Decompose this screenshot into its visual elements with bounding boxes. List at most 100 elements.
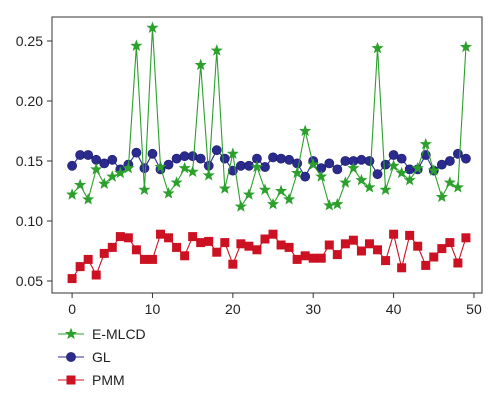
data-point <box>194 58 207 71</box>
data-point <box>275 184 288 197</box>
data-point <box>66 188 79 200</box>
data-point <box>186 165 199 177</box>
data-point <box>202 169 215 181</box>
data-point <box>67 274 77 284</box>
data-point <box>107 154 118 165</box>
data-point <box>332 250 342 260</box>
data-point <box>131 245 141 255</box>
y-tick-label: 0.25 <box>16 33 43 49</box>
data-point <box>130 39 143 51</box>
data-point <box>250 160 263 173</box>
data-point <box>445 238 455 248</box>
data-point <box>300 171 311 182</box>
data-point <box>260 162 270 172</box>
data-point <box>348 235 358 245</box>
data-point <box>236 239 246 249</box>
data-point <box>356 154 367 165</box>
data-point <box>139 254 149 264</box>
data-point <box>315 170 328 182</box>
data-point <box>397 263 407 273</box>
data-point <box>436 159 447 170</box>
data-point <box>292 158 303 169</box>
data-point <box>170 176 183 188</box>
data-point <box>180 251 190 261</box>
data-point <box>139 163 150 174</box>
data-point <box>162 187 175 199</box>
data-point <box>324 158 335 169</box>
data-point <box>451 181 464 193</box>
y-tick-label: 0.15 <box>16 153 43 169</box>
data-point <box>355 173 368 186</box>
data-point <box>91 270 101 280</box>
data-point <box>147 148 158 159</box>
data-point <box>196 238 206 248</box>
data-point <box>435 190 448 203</box>
legend-label: E-MLCD <box>92 326 146 342</box>
y-tick-label: 0.05 <box>16 273 43 289</box>
data-point <box>372 169 383 180</box>
x-tick-label: 40 <box>386 301 402 317</box>
data-point <box>340 239 350 249</box>
data-point <box>220 238 230 248</box>
axis-layer: 0 10 20 30 40 50 0.05 0.10 0.15 0.20 0.25 <box>16 33 482 317</box>
data-point <box>147 254 157 264</box>
data-point <box>459 40 472 53</box>
x-tick-label: 30 <box>305 301 321 317</box>
data-point <box>396 153 407 164</box>
data-point <box>122 161 135 174</box>
data-point <box>413 241 423 251</box>
data-point <box>75 262 85 272</box>
x-tick-label: 0 <box>68 301 76 317</box>
data-point <box>363 181 376 193</box>
data-point <box>421 260 431 270</box>
data-point <box>339 176 352 188</box>
data-point <box>228 259 238 269</box>
data-point <box>308 253 318 263</box>
legend-item: E-MLCD <box>58 326 146 342</box>
plot-frame <box>51 16 483 294</box>
data-point <box>211 145 222 156</box>
data-point <box>90 163 103 175</box>
data-point <box>332 164 343 175</box>
data-point <box>299 124 312 137</box>
data-point <box>131 147 142 158</box>
data-point <box>381 256 391 266</box>
data-point <box>268 152 278 163</box>
data-point <box>387 159 400 171</box>
data-point <box>444 156 455 166</box>
data-point <box>300 251 310 261</box>
data-point <box>453 258 463 268</box>
data-point <box>67 160 77 171</box>
legend-marker <box>66 375 76 385</box>
data-point <box>164 233 174 243</box>
data-point <box>364 239 374 249</box>
data-point <box>210 44 223 56</box>
data-point <box>316 253 326 263</box>
data-point <box>452 148 463 159</box>
data-point <box>347 161 360 174</box>
data-point <box>283 193 296 205</box>
data-point <box>114 166 127 179</box>
data-point <box>99 158 110 169</box>
data-point <box>461 153 471 164</box>
data-point <box>146 21 159 33</box>
data-point <box>106 170 119 182</box>
data-point <box>252 245 262 255</box>
data-point <box>154 160 167 173</box>
data-point <box>379 183 392 195</box>
data-point <box>284 154 295 165</box>
data-point <box>307 158 320 170</box>
legend-marker <box>64 327 78 340</box>
data-point <box>172 242 182 252</box>
data-point <box>74 178 87 191</box>
data-point <box>218 182 231 194</box>
data-point <box>258 183 272 195</box>
data-point <box>260 234 270 244</box>
data-point <box>204 236 214 246</box>
data-point <box>83 254 93 264</box>
data-point <box>403 173 416 186</box>
data-point <box>82 193 95 205</box>
data-point <box>107 242 117 252</box>
data-point <box>323 199 336 211</box>
